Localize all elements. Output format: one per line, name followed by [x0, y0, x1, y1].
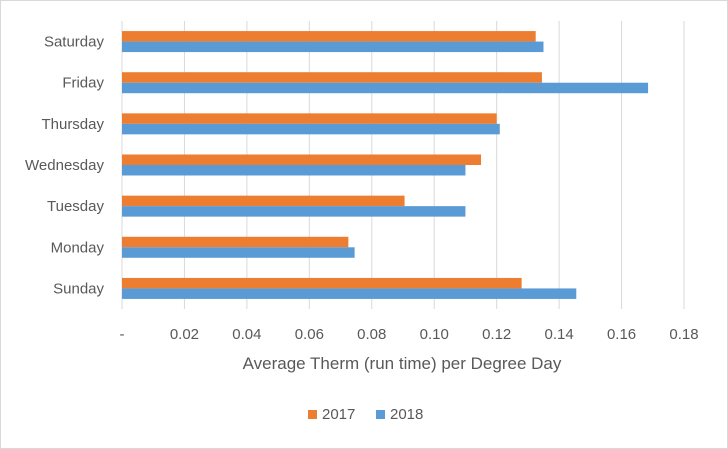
bar-2017-monday [122, 236, 349, 248]
bar-2017-tuesday [122, 195, 405, 207]
x-tick-label: 0.06 [295, 326, 324, 343]
bar-2018-friday [122, 82, 649, 94]
y-tick-label: Monday [51, 239, 105, 256]
y-tick-label: Sunday [53, 280, 104, 297]
bar-2017-thursday [122, 113, 497, 124]
x-tick-label: 0.04 [232, 326, 261, 343]
y-tick-label: Saturday [44, 34, 105, 51]
legend-swatch [308, 410, 317, 419]
x-tick-label: 0.08 [357, 326, 386, 343]
y-tick-label: Tuesday [47, 198, 104, 215]
bars [122, 31, 649, 299]
category-labels: Sunday Monday Tuesday Wednesday Thursday Frid… [25, 34, 104, 298]
bar-2018-thursday [122, 123, 500, 135]
bar-2018-saturday [122, 41, 544, 53]
legend-swatch [376, 410, 385, 419]
bar-2018-tuesday [122, 206, 466, 217]
legend: 2017 2018 [308, 406, 423, 423]
y-tick-label: Wednesday [25, 157, 104, 174]
bar-2018-sunday [122, 288, 577, 299]
bar-2017-sunday [122, 277, 522, 289]
bar-2017-friday [122, 72, 542, 83]
y-tick-label: Friday [62, 75, 104, 92]
bar-2017-wednesday [122, 154, 482, 165]
bar-2018-wednesday [122, 165, 466, 176]
x-tick-label: 0.16 [607, 326, 636, 343]
x-axis-title: Average Therm (run time) per Degree Day [243, 354, 562, 373]
y-tick-label: Thursday [41, 116, 104, 133]
x-tick-label: 0.12 [482, 326, 511, 343]
legend-label: 2018 [390, 406, 423, 423]
x-tick-label: 0.10 [420, 326, 449, 343]
x-tick-label: 0.14 [545, 326, 574, 343]
x-tick-label: - [120, 326, 125, 343]
x-tick-labels: - 0.02 0.04 0.06 0.08 0.10 0.12 0.14 0.16 0.18 [120, 326, 699, 343]
bar-2018-monday [122, 247, 355, 258]
x-tick-label: 0.02 [170, 326, 199, 343]
x-tick-label: 0.18 [669, 326, 698, 343]
legend-label: 2017 [322, 406, 355, 423]
bar-2017-saturday [122, 31, 536, 42]
